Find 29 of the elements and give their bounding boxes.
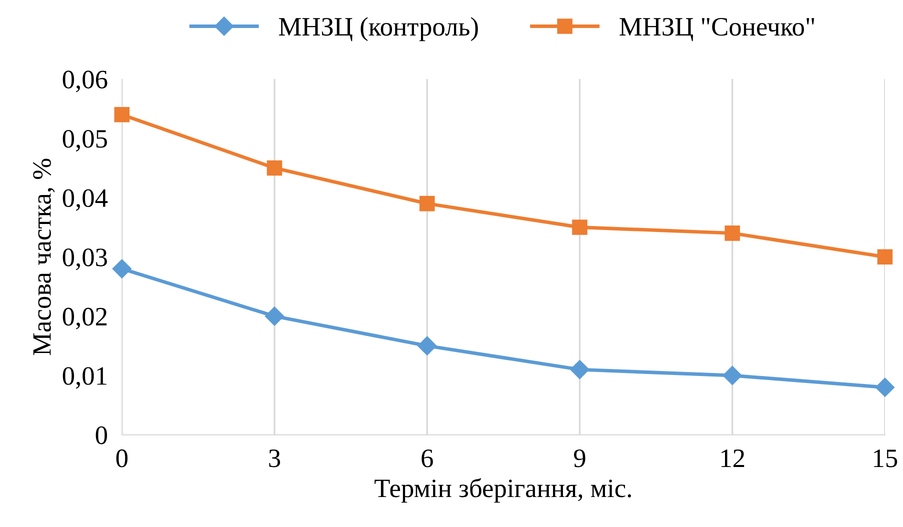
point [418, 336, 437, 356]
x-tick-label: 12 [721, 450, 744, 467]
legend-label: МНЗЦ "Сонечко" [620, 18, 814, 42]
point [875, 378, 894, 397]
x-tick-label: 6 [422, 450, 433, 468]
x-tick-label: 0 [116, 449, 128, 468]
point [266, 160, 282, 176]
point [114, 106, 130, 122]
y-tick-label: 0,04 [62, 189, 108, 211]
y-tick-label: 0,06 [62, 70, 108, 92]
point [572, 220, 588, 235]
point [264, 306, 284, 326]
point [724, 226, 740, 241]
point [722, 366, 742, 386]
x-tick-label: 15 [874, 450, 898, 468]
y-tick-label: 0,01 [62, 367, 106, 389]
y-axis-title: Масова частка, % [33, 158, 55, 356]
point [570, 360, 590, 380]
point [877, 249, 893, 265]
x-tick-label: 9 [574, 450, 586, 468]
y-tick-label: 0,05 [62, 130, 107, 152]
point [419, 196, 435, 212]
x-tick-label: 3 [269, 450, 280, 468]
y-tick-label: 0,02 [62, 308, 107, 330]
y-tick-label: 0,03 [62, 248, 107, 270]
y-tick-label: 0 [96, 426, 108, 444]
x-axis-title: Термін зберігання, міс. [374, 478, 631, 503]
point [112, 259, 132, 278]
legend-label: МНЗЦ (контроль) [278, 17, 478, 42]
